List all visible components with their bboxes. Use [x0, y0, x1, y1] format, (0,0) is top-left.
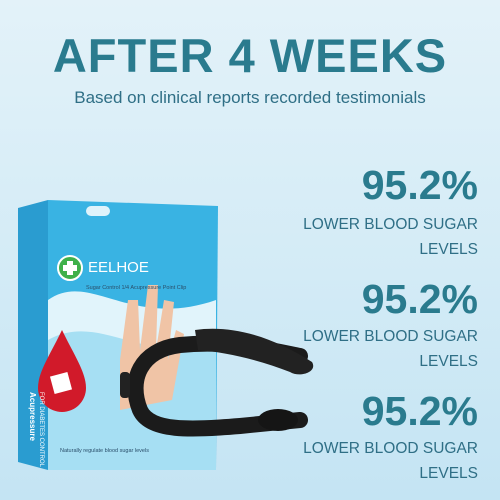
stat-label: LOWER BLOOD SUGAR LEVELS: [303, 216, 478, 258]
stat-value: 95.2%: [361, 388, 478, 434]
subheadline: Based on clinical reports recorded testi…: [74, 88, 426, 107]
clip-end: [195, 328, 314, 375]
box-hanger: [86, 206, 110, 216]
headline: AFTER 4 WEEKS: [52, 29, 448, 82]
logo-cross: [63, 265, 77, 271]
side-subtitle: FOR DIABETES CONTROL: [38, 392, 44, 468]
blood-drop: [38, 330, 86, 412]
clip-pad: [120, 372, 130, 398]
stat-value: 95.2%: [361, 276, 478, 322]
brand: EELHOE: [88, 259, 149, 276]
stat-value: 95.2%: [361, 162, 478, 208]
sugar-cube: [49, 371, 73, 395]
box-side: [18, 200, 48, 470]
product-tagline: Naturally regulate blood sugar levels: [60, 448, 149, 454]
stat-label: LOWER BLOOD SUGAR LEVELS: [303, 440, 478, 482]
product-name: Sugar Control 1/4 Acupressure Point Clip: [86, 285, 186, 291]
stat-label: LOWER BLOOD SUGAR LEVELS: [303, 328, 478, 370]
clip-end: [258, 409, 298, 431]
side-title: Acupressure: [28, 392, 37, 441]
